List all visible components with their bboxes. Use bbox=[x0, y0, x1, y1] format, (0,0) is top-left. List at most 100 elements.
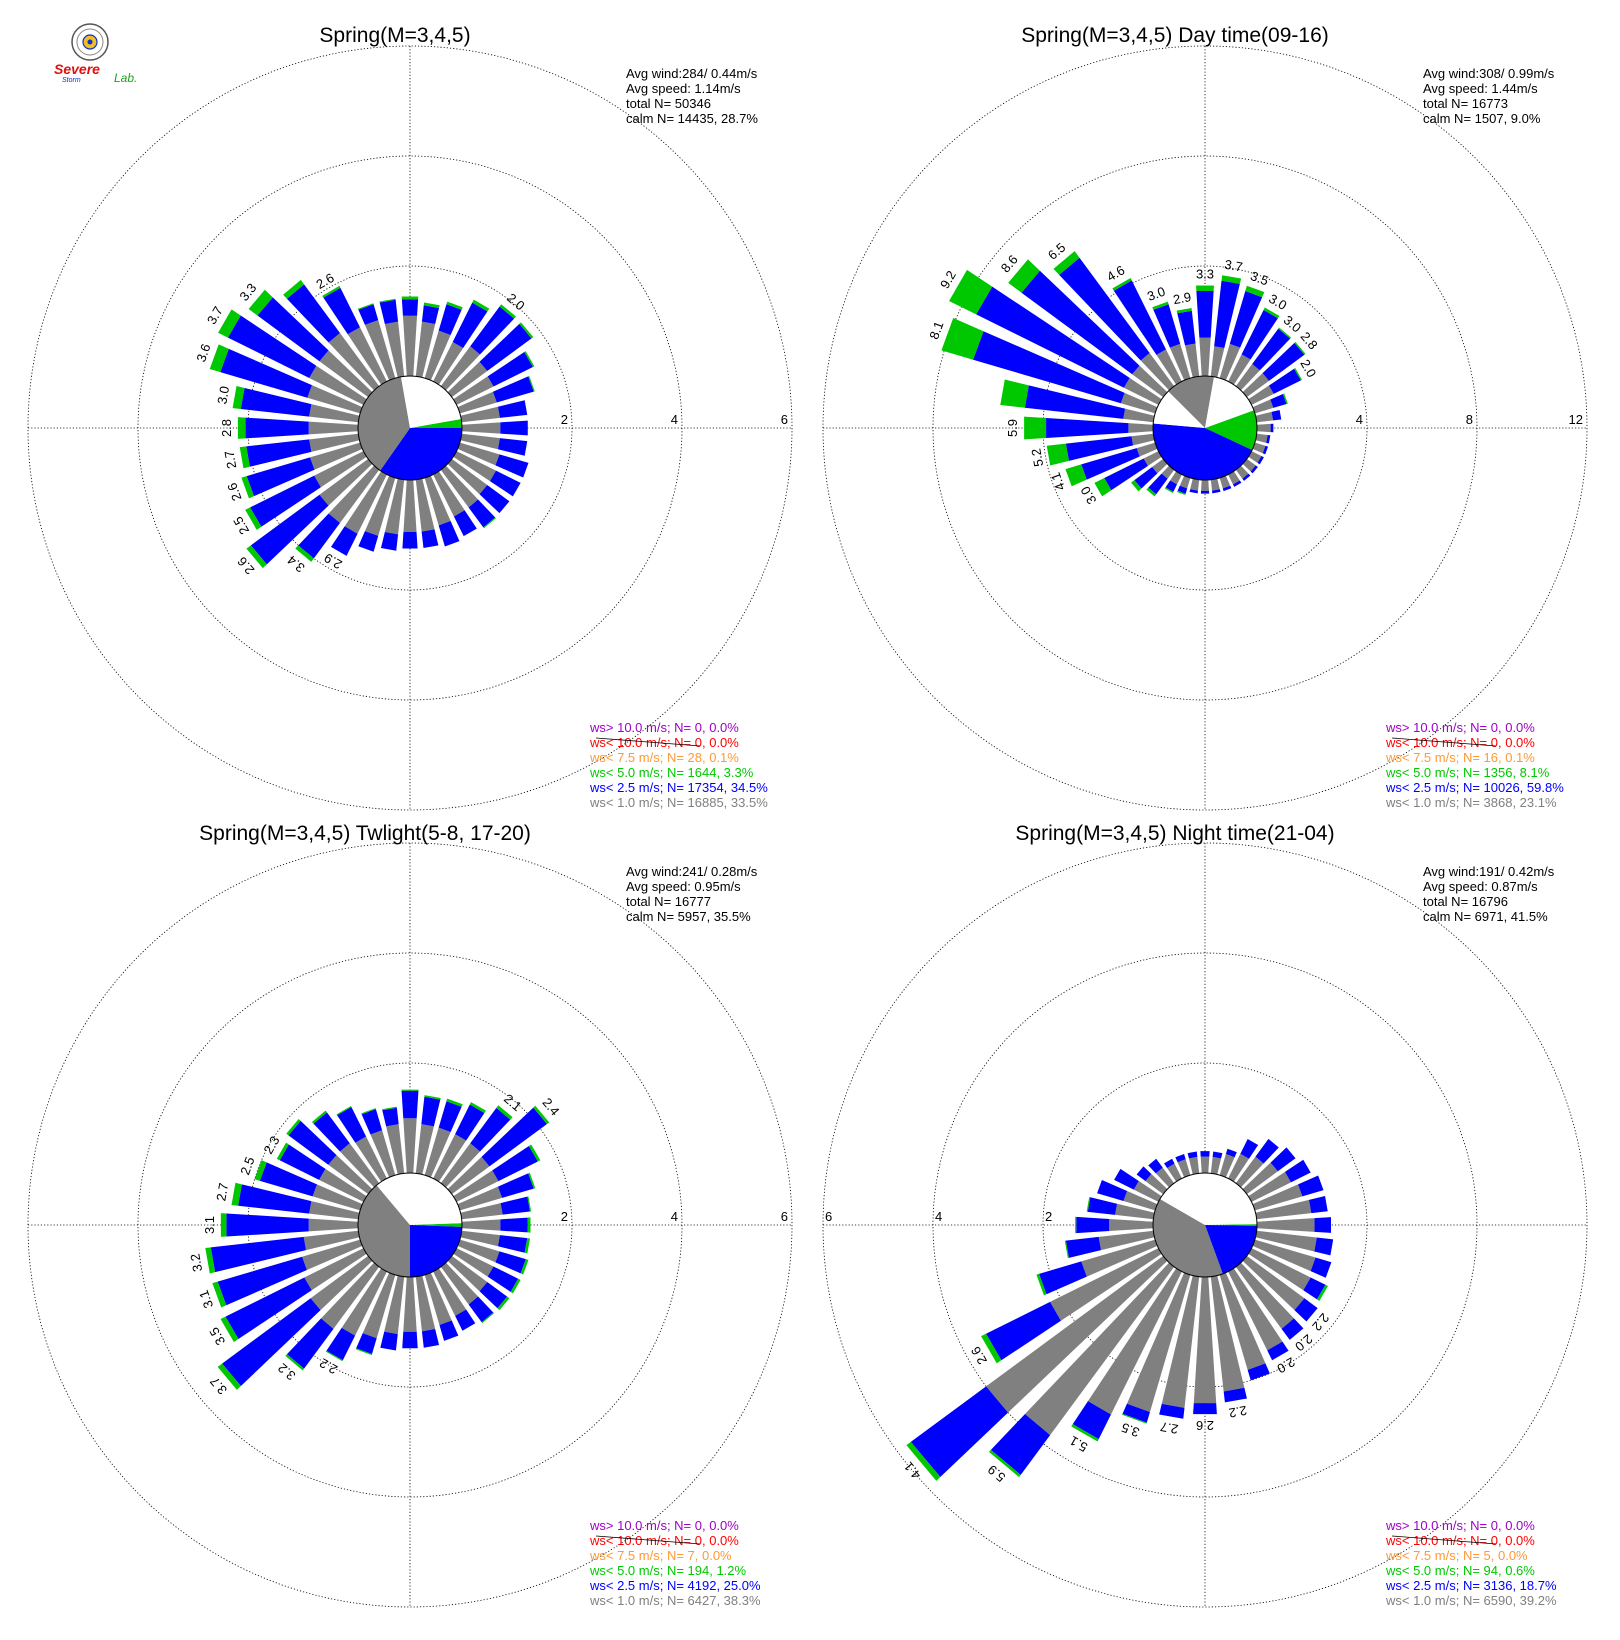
bar-segment-lt1 bbox=[1025, 1262, 1175, 1436]
bar-segment-lt1 bbox=[364, 320, 396, 381]
legend-entry: ws> 10.0 m/s; N= 0, 0.0% bbox=[1385, 1518, 1535, 1533]
bar-segment-lt5 bbox=[446, 301, 463, 310]
bar-segment-lt1 bbox=[1156, 349, 1182, 385]
bar-segment-lt5 bbox=[325, 1350, 343, 1362]
legend-strike bbox=[595, 1535, 701, 1545]
ring-label: 6 bbox=[825, 1209, 832, 1224]
bar-segment-lt1 bbox=[1123, 408, 1155, 423]
legend-entry: ws< 10.0 m/s; N= 0, 0.0% bbox=[1385, 1533, 1535, 1548]
bar-segment-lt2-5 bbox=[1281, 1318, 1304, 1340]
bar-segment-lt1 bbox=[1128, 423, 1154, 433]
bar-segment-lt1 bbox=[986, 1255, 1168, 1413]
bar-segment-lt5 bbox=[949, 269, 993, 315]
bar-segment-lt2-5 bbox=[497, 1173, 534, 1198]
stats-avg-speed: Avg speed: 1.14m/s bbox=[626, 81, 741, 96]
bar-segment-lt2-5 bbox=[1310, 1257, 1332, 1278]
bar-segment-lt5 bbox=[1278, 327, 1292, 339]
calm-pie-slice bbox=[1153, 423, 1253, 480]
ring-label: 2 bbox=[561, 412, 568, 427]
bar-segment-lt5 bbox=[248, 289, 273, 316]
legend-entry: ws> 10.0 m/s; N= 0, 0.0% bbox=[589, 1518, 739, 1533]
bar-segment-lt1 bbox=[1109, 1218, 1154, 1232]
bar-segment-lt2-5 bbox=[380, 531, 399, 551]
bar-segment-lt5 bbox=[1008, 259, 1040, 293]
bar-segment-lt5 bbox=[1094, 478, 1112, 497]
bar-segment-lt1 bbox=[1177, 1159, 1191, 1178]
bar-segment-lt1 bbox=[453, 376, 494, 405]
stats-avg-wind: Avg wind:191/ 0.42m/s bbox=[1423, 864, 1555, 879]
bar-segment-lt1 bbox=[1248, 1248, 1311, 1291]
bar-segment-lt2-5 bbox=[257, 297, 329, 362]
bar-segment-lt1 bbox=[424, 1127, 451, 1178]
direction-label: 3.0 bbox=[1145, 284, 1167, 304]
bar-segment-lt1 bbox=[309, 433, 360, 452]
bar-segment-lt5 bbox=[941, 318, 984, 360]
bar-segment-lt1 bbox=[303, 1230, 360, 1251]
bar-segment-lt2-5 bbox=[1114, 1168, 1139, 1190]
legend-entry: ws< 5.0 m/s; N= 1356, 8.1% bbox=[1385, 765, 1550, 780]
bar-segment-lt2-5 bbox=[1240, 1139, 1259, 1159]
direction-label: 2.0 bbox=[1297, 357, 1319, 380]
bar-segment-lt2-5 bbox=[973, 331, 1125, 404]
bar-segment-lt2-5 bbox=[380, 1331, 398, 1351]
bar-segment-lt1 bbox=[1219, 343, 1241, 381]
bar-segment-lt2-5 bbox=[259, 1162, 317, 1197]
direction-label: 3.1 bbox=[196, 1288, 216, 1310]
bar-segment-lt2-5 bbox=[226, 1213, 309, 1237]
bar-segment-lt5 bbox=[286, 1118, 301, 1136]
bar-segment-lt2-5 bbox=[1097, 1179, 1128, 1202]
bar-segment-lt5 bbox=[1177, 490, 1186, 496]
direction-label: 8.1 bbox=[926, 319, 946, 341]
bar-segment-lt2-5 bbox=[479, 1281, 508, 1309]
bar-segment-lt5 bbox=[1146, 487, 1157, 497]
bar-segment-lt1 bbox=[1255, 411, 1274, 423]
bar-segment-lt2-5 bbox=[358, 304, 379, 325]
bar-segment-lt1 bbox=[309, 442, 363, 470]
bar-segment-lt1 bbox=[328, 333, 380, 391]
legend-entry: ws< 2.5 m/s; N= 3136, 18.7% bbox=[1385, 1578, 1557, 1593]
bar-segment-lt1 bbox=[461, 422, 501, 434]
legend-entry: ws< 1.0 m/s; N= 6590, 39.2% bbox=[1385, 1593, 1557, 1608]
bar-segment-lt1 bbox=[461, 1219, 501, 1231]
legend-entry: ws< 5.0 m/s; N= 94, 0.6% bbox=[1385, 1563, 1535, 1578]
ring-label: 12 bbox=[1569, 412, 1583, 427]
bar-segment-lt5 bbox=[246, 545, 267, 569]
bar-segment-lt2-5 bbox=[1104, 458, 1148, 491]
bar-segment-lt2-5 bbox=[990, 1414, 1051, 1475]
bar-segment-lt1 bbox=[321, 1262, 380, 1329]
bar-segment-lt1 bbox=[440, 1143, 480, 1188]
bar-segment-lt1 bbox=[1155, 1167, 1175, 1188]
wind-rose-panel: 2 4 62.02.93.42.62.52.62.72.83.03.63.73.3 2… bbox=[27, 24, 793, 811]
logo-lab-text: Lab. bbox=[114, 71, 137, 85]
bar-segment-lt2-5 bbox=[210, 1236, 307, 1273]
bar-segment-lt2-5 bbox=[1165, 480, 1177, 492]
stats-avg-speed: Avg speed: 0.95m/s bbox=[626, 879, 741, 894]
bar-segment-lt2-5 bbox=[288, 1120, 337, 1165]
bar-segment-lt5 bbox=[1036, 1273, 1047, 1296]
bar-segment-lt2-5 bbox=[487, 352, 533, 387]
bar-segment-lt2-5 bbox=[1270, 423, 1274, 433]
bar-segment-lt1 bbox=[1140, 352, 1175, 391]
inner-circle bbox=[1152, 375, 1258, 481]
bar-segment-lt2-5 bbox=[985, 1301, 1061, 1361]
direction-label: 2.6 bbox=[314, 270, 337, 292]
bar-segment-lt5 bbox=[481, 1312, 495, 1324]
bar-segment-lt5 bbox=[1000, 379, 1029, 408]
bar-segment-lt2-5 bbox=[1076, 1216, 1110, 1234]
bar-segment-lt2-5 bbox=[479, 323, 532, 372]
bar-segment-lt1 bbox=[1185, 343, 1200, 378]
bar-segment-lt5 bbox=[497, 1296, 510, 1311]
bar-segment-lt5 bbox=[1064, 1240, 1069, 1259]
bar-segment-lt2-5 bbox=[1072, 1401, 1111, 1440]
bar-segment-lt2-5 bbox=[1222, 485, 1232, 492]
bar-segment-lt1 bbox=[1228, 1268, 1283, 1351]
bar-segment-lt1 bbox=[403, 1118, 417, 1174]
bar-segment-lt1 bbox=[457, 1239, 500, 1263]
bar-segment-lt2-5 bbox=[1081, 448, 1140, 480]
bar-segment-lt1 bbox=[1252, 1239, 1316, 1272]
calm-pie-slice bbox=[380, 428, 462, 481]
direction-label: 2.5 bbox=[237, 1155, 257, 1177]
stats-total: total N= 16796 bbox=[1423, 894, 1508, 909]
bar-segment-lt2-5 bbox=[421, 305, 440, 325]
bar-segment-lt2-5 bbox=[1196, 291, 1214, 338]
